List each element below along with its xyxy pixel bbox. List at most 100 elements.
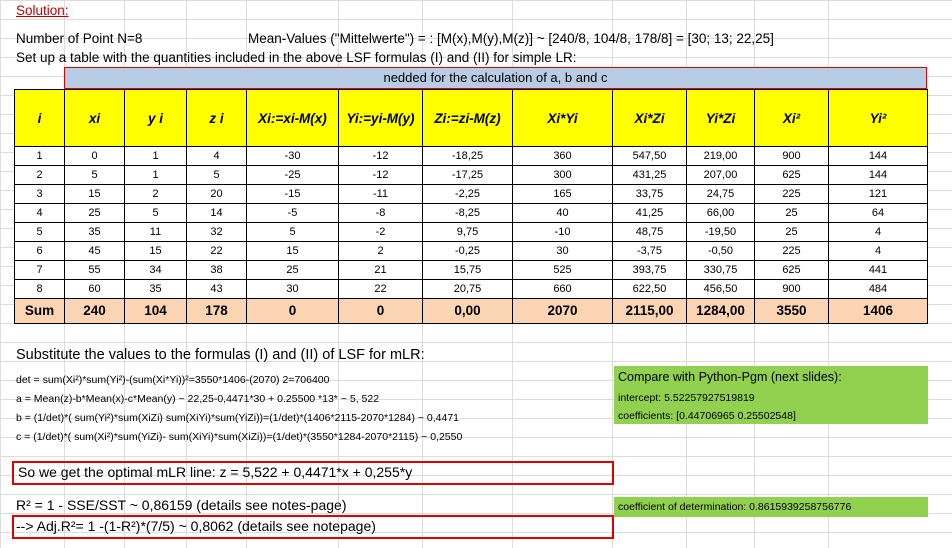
adj-r-squared-text: --> Adj.R²= 1 -(1-R²)*(7/5) ~ 0,8062 (de… [16, 518, 376, 534]
sum-cell: 0 [246, 298, 339, 324]
column-header: y i [124, 89, 187, 147]
table-cell: 1 [14, 146, 65, 166]
table-cell: 360 [512, 146, 613, 166]
table-cell: 225 [754, 241, 829, 261]
formula-c: c = (1/det)*( sum(Xi²)*sum(YiZi)- sum(Xi… [16, 431, 463, 443]
sum-row: Sum 240 104 178 0 0 0,00 2070 2115,00 1284,00 3550… [14, 298, 928, 324]
table-row: 2 5 1 5 -25 -12 -17,25 300 431,25 207,00 625 144 [14, 165, 928, 185]
setup-text: Set up a table with the quantities inclu… [16, 50, 577, 65]
table-cell: 121 [828, 184, 928, 204]
table-row: 5 35 11 32 5 -2 9,75 -10 48,75 -19,50 25 4 [14, 222, 928, 242]
sum-cell: 1284,00 [686, 298, 755, 324]
sum-cell: Sum [14, 298, 65, 324]
determination-box [614, 497, 928, 517]
table-banner: nedded for the calculation of a, b and c [64, 67, 927, 89]
table-cell: 32 [186, 222, 247, 242]
table-cell: 20 [186, 184, 247, 204]
solution-heading: Solution: [16, 3, 69, 18]
table-row: 6 45 15 22 15 2 -0,25 30 -3,75 -0,50 225 4 [14, 241, 928, 261]
table-cell: 484 [828, 279, 928, 299]
formula-b: b = (1/det)*( sum(Yi²)*sum(XiZi) sum(XiY… [16, 412, 460, 424]
table-cell: -2,25 [422, 184, 513, 204]
table-cell: 41,25 [612, 203, 687, 223]
table-cell: -2 [338, 222, 423, 242]
table-cell: 1 [124, 146, 187, 166]
table-cell: 22 [338, 279, 423, 299]
table-cell: 625 [754, 260, 829, 280]
table-cell: -12 [338, 165, 423, 185]
table-cell: 547,50 [612, 146, 687, 166]
table-cell: -0,25 [422, 241, 513, 261]
table-cell: 34 [124, 260, 187, 280]
sum-cell: 2115,00 [612, 298, 687, 324]
column-header: z i [186, 89, 247, 147]
sum-cell: 1406 [828, 298, 928, 324]
table-cell: 525 [512, 260, 613, 280]
table-cell: 144 [828, 146, 928, 166]
table-cell: 625 [754, 165, 829, 185]
mean-values: Mean-Values ("Mittelwerte") = : [M(x),M(… [248, 31, 774, 46]
number-of-points: Number of Point N=8 [16, 31, 143, 46]
column-header: Yi² [828, 89, 928, 147]
table-cell: 7 [14, 260, 65, 280]
table-cell: 20,75 [422, 279, 513, 299]
column-header: Xi*Yi [512, 89, 613, 147]
table-cell: 30 [512, 241, 613, 261]
formulas-heading: Substitute the values to the formulas (I… [16, 347, 425, 363]
sum-cell: 104 [124, 298, 187, 324]
table-cell: 15 [246, 241, 339, 261]
table-cell: 64 [828, 203, 928, 223]
table-cell: 25 [754, 222, 829, 242]
table-cell: 24,75 [686, 184, 755, 204]
table-cell: 5 [64, 165, 125, 185]
table-cell: -15 [246, 184, 339, 204]
sum-cell: 178 [186, 298, 247, 324]
table-cell: 60 [64, 279, 125, 299]
table-cell: 25 [64, 203, 125, 223]
table-cell: 1 [124, 165, 187, 185]
table-cell: 5 [246, 222, 339, 242]
table-cell: 207,00 [686, 165, 755, 185]
table-cell: 15,75 [422, 260, 513, 280]
table-cell: 45 [64, 241, 125, 261]
table-cell: -25 [246, 165, 339, 185]
table-row: 4 25 5 14 -5 -8 -8,25 40 41,25 66,00 25 64 [14, 203, 928, 223]
table-cell: 330,75 [686, 260, 755, 280]
python-comparison-box [614, 366, 928, 424]
table-cell: 431,25 [612, 165, 687, 185]
column-header: Zi:=zi-M(z) [422, 89, 513, 147]
table-cell: -5 [246, 203, 339, 223]
table-cell: 15 [64, 184, 125, 204]
table-cell: 456,50 [686, 279, 755, 299]
table-cell: 219,00 [686, 146, 755, 166]
python-compare-label: Compare with Python-Pgm (next slides): [618, 370, 842, 384]
table-cell: 30 [246, 279, 339, 299]
table-cell: 25 [754, 203, 829, 223]
table-cell: 35 [64, 222, 125, 242]
r-squared-text: R² = 1 - SSE/SST ~ 0,86159 (details see … [16, 497, 347, 513]
table-cell: 900 [754, 279, 829, 299]
sum-cell: 2070 [512, 298, 613, 324]
table-cell: 144 [828, 165, 928, 185]
column-header: i [14, 89, 65, 147]
python-coefficients: coefficients: [0.44706965 0.25502548] [618, 410, 796, 422]
table-cell: 2 [14, 165, 65, 185]
table-cell: 4 [828, 241, 928, 261]
table-row: 7 55 34 38 25 21 15,75 525 393,75 330,75 625 441 [14, 260, 928, 280]
table-cell: 9,75 [422, 222, 513, 242]
table-cell: -19,50 [686, 222, 755, 242]
table-cell: 25 [246, 260, 339, 280]
table-cell: 393,75 [612, 260, 687, 280]
table-cell: -11 [338, 184, 423, 204]
column-header: Xi² [754, 89, 829, 147]
table-cell: -18,25 [422, 146, 513, 166]
table-row: 1 0 1 4 -30 -12 -18,25 360 547,50 219,00 900 144 [14, 146, 928, 166]
table-cell: 66,00 [686, 203, 755, 223]
table-cell: 35 [124, 279, 187, 299]
column-header: Yi*Zi [686, 89, 755, 147]
table-cell: 2 [338, 241, 423, 261]
table-cell: 48,75 [612, 222, 687, 242]
formula-det: det = sum(Xi²)*sum(Yi²)-(sum(Xi*Yi))²=35… [16, 374, 330, 386]
